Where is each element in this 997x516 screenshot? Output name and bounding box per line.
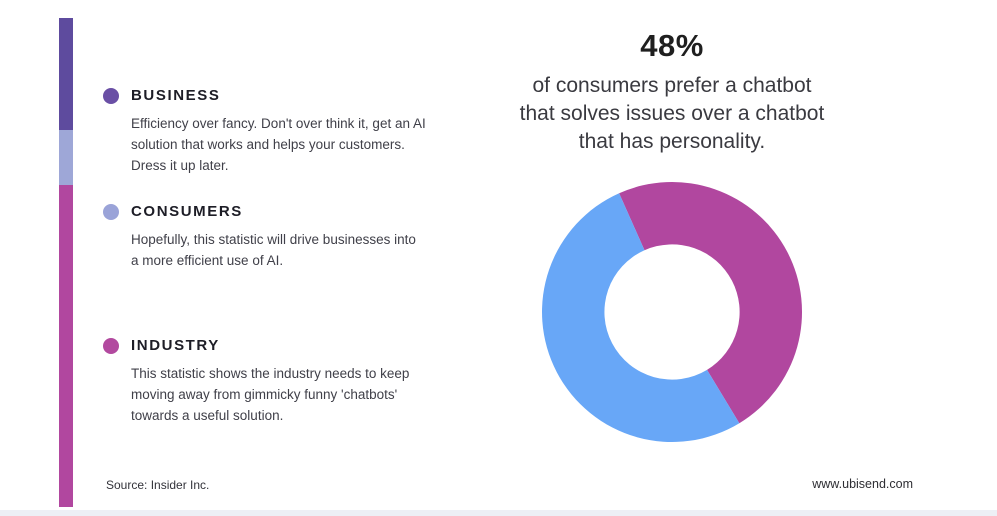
accent-bar-segment-consumers	[59, 130, 73, 185]
text-line: This statistic shows the industry needs …	[131, 366, 410, 381]
section-business-label: BUSINESS	[131, 87, 221, 104]
section-industry: INDUSTRY This statistic shows the indust…	[103, 337, 433, 426]
website-url: www.ubisend.com	[812, 477, 913, 491]
text-line: of consumers prefer a chatbot	[532, 74, 812, 97]
donut-chart-svg	[542, 181, 803, 442]
text-line: solution that works and helps your custo…	[131, 137, 405, 152]
consumers-bullet-icon	[103, 203, 119, 220]
bottom-edge-strip	[0, 510, 997, 516]
text-line: Dress it up later.	[131, 158, 229, 173]
text-line: Hopefully, this statistic will drive bus…	[131, 232, 416, 247]
text-line: a more efficient use of AI.	[131, 253, 284, 268]
stat-value: 48%	[640, 28, 704, 63]
source-attribution: Source: Insider Inc.	[106, 478, 210, 492]
accent-bar-segment-industry	[59, 185, 73, 507]
section-consumers-header: CONSUMERS	[103, 203, 433, 220]
text-line: that has personality.	[578, 130, 766, 153]
accent-bar	[59, 18, 73, 507]
section-business: BUSINESS Efficiency over fancy. Don't ov…	[103, 87, 433, 176]
accent-bar-segment-business	[59, 18, 73, 130]
section-industry-header: INDUSTRY	[103, 337, 433, 354]
stat-description: of consumers prefer a chatbot that solve…	[472, 72, 872, 156]
donut-slice	[542, 193, 740, 442]
donut-chart	[532, 172, 812, 452]
section-industry-label: INDUSTRY	[131, 337, 220, 354]
text-line: towards a useful solution.	[131, 408, 284, 423]
industry-bullet-icon	[103, 337, 119, 354]
section-consumers-label: CONSUMERS	[131, 203, 243, 220]
section-industry-text: This statistic shows the industry needs …	[131, 363, 433, 426]
donut-slice	[619, 181, 803, 424]
text-line: Efficiency over fancy. Don't over think …	[131, 116, 426, 131]
text-line: that solves issues over a chatbot	[519, 102, 825, 125]
business-bullet-icon	[103, 87, 119, 104]
section-business-header: BUSINESS	[103, 87, 433, 104]
section-consumers-text: Hopefully, this statistic will drive bus…	[131, 229, 433, 271]
section-consumers: CONSUMERS Hopefully, this statistic will…	[103, 203, 433, 271]
section-business-text: Efficiency over fancy. Don't over think …	[131, 113, 433, 176]
text-line: moving away from gimmicky funny 'chatbot…	[131, 387, 398, 402]
